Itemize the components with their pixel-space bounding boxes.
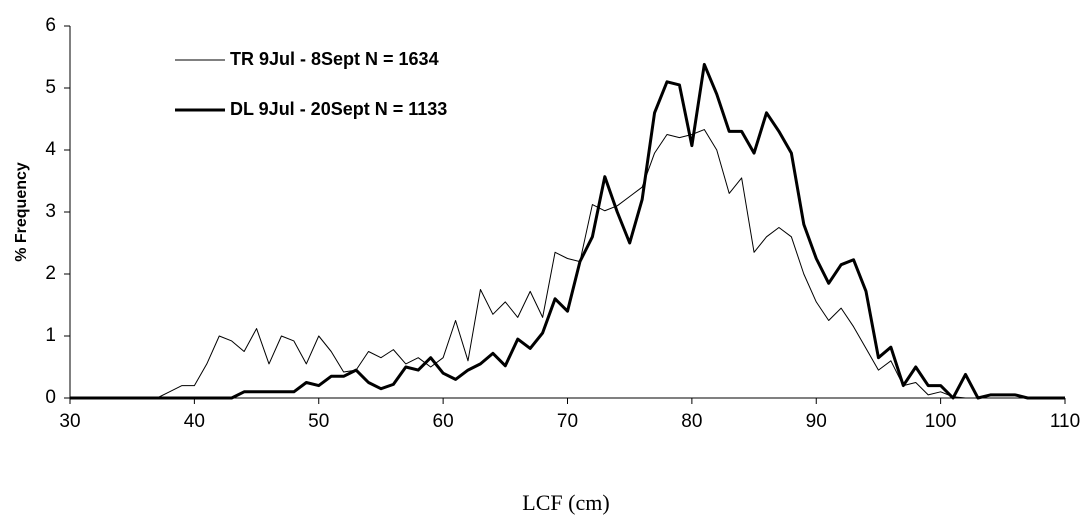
x-tick-label: 50 — [308, 411, 329, 432]
y-tick-label: 5 — [45, 77, 56, 98]
legend-label: TR 9Jul - 8Sept N = 1634 — [230, 49, 439, 69]
y-tick-label: 4 — [45, 139, 56, 160]
x-tick-label: 30 — [59, 411, 80, 432]
x-axis-label: LCF (cm) — [522, 490, 609, 515]
line-series — [70, 62, 1065, 400]
y-tick-label: 0 — [45, 387, 56, 408]
x-tick-label: 40 — [184, 411, 205, 432]
x-tick-label: 70 — [557, 411, 578, 432]
y-tick-label: 1 — [45, 325, 56, 346]
y-tick-label: 6 — [45, 15, 56, 36]
x-tick-label: 80 — [681, 411, 702, 432]
x-tick-label: 90 — [806, 411, 827, 432]
y-tick-label: 3 — [45, 201, 56, 222]
y-axis-label: % Frequency — [13, 162, 30, 262]
x-tick-label: 60 — [433, 411, 454, 432]
line-series — [70, 129, 1065, 399]
x-tick-label: 100 — [925, 411, 957, 432]
x-tick-label: 110 — [1050, 411, 1080, 432]
legend-label: DL 9Jul - 20Sept N = 1133 — [230, 99, 447, 119]
y-tick-label: 2 — [45, 263, 56, 284]
